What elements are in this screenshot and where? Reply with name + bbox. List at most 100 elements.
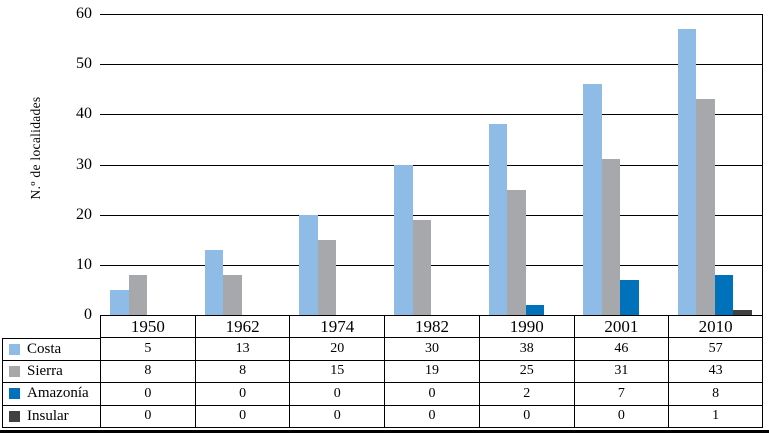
value-cell-costa-1982: 30 [384,338,479,361]
bar-cluster-1990 [488,14,563,315]
legend-swatch-amazonía [9,388,20,400]
bar-cluster-2001 [583,14,657,315]
y-tick-label-40: 40 [76,105,92,123]
bar-slot [128,14,148,315]
bar-slot [450,14,469,315]
value-cell-costa-2001: 46 [573,338,669,361]
bar-amazonía-2010 [714,274,734,315]
value-cell-amazonía-1974: 0 [289,383,385,406]
legend-cell-costa: Costa [2,338,100,361]
bar-slot [431,14,450,315]
value-cell-sierra-2010: 43 [668,360,763,383]
year-header-1990: 1990 [478,315,574,338]
bar-slot [544,14,563,315]
y-tick-label-60: 60 [76,5,92,22]
value-cell-insular-1962: 0 [194,405,290,428]
bar-costa-1982 [394,164,413,315]
gridline-40 [100,114,762,116]
value-cell-insular-1990: 0 [478,405,574,428]
bar-slot [110,14,129,315]
bar-cluster-1974 [299,14,373,315]
bar-slot [355,14,374,315]
value-cell-amazonía-2010: 8 [668,383,763,406]
value-cell-costa-2010: 57 [668,338,763,361]
bar-slot [714,14,734,315]
bar-slot [620,14,639,315]
category-column-1982 [384,14,479,315]
bar-sierra-1990 [507,189,526,315]
value-cell-insular-1950: 0 [100,405,195,428]
bar-slot [507,14,526,315]
y-tick-label-0: 0 [84,306,92,323]
bar-sierra-1974 [317,239,337,315]
legend-cell-sierra: Sierra [2,360,100,383]
category-column-2001 [573,14,668,315]
bar-costa-2001 [583,84,602,315]
figure-bottom-rule [0,430,769,433]
bar-slot [488,14,508,315]
value-cell-costa-1950: 5 [100,338,195,361]
gridline-20 [100,214,762,216]
gridline-30 [100,164,762,166]
legend-swatch-costa [9,343,20,355]
gridline-50 [100,64,762,66]
category-column-2010 [667,14,762,315]
year-header-1962: 1962 [194,315,290,338]
bar-sierra-1982 [412,219,432,315]
bar-slot [242,14,261,315]
value-cell-insular-1974: 0 [289,405,385,428]
bar-slot [525,14,545,315]
legend-swatch-sierra [9,365,20,377]
plot-area [100,14,763,315]
value-cell-amazonía-1982: 0 [384,383,479,406]
bar-insular-2010 [733,309,752,315]
bar-costa-1950 [110,289,129,315]
value-cell-insular-2010: 1 [668,405,763,428]
year-header-2010: 2010 [668,315,763,338]
data-table: 1950 1962 1974 1982 1990 2001 2010 Costa 5 13 20 30… [2,315,763,428]
bar-cluster-1950 [110,14,184,315]
legend-cell-amazonía: Amazonía [2,383,100,406]
y-axis-title: N.º de localidades [28,96,43,200]
bar-slot [412,14,432,315]
bar-slot [696,14,715,315]
table-corner-cell [2,315,100,338]
bar-slot [260,14,279,315]
value-cell-costa-1974: 20 [289,338,385,361]
category-column-1974 [289,14,384,315]
bar-amazonía-1990 [525,304,545,315]
legend-label-insular: Insular [27,407,69,424]
y-tick-label-50: 50 [76,55,92,73]
value-cell-amazonía-1950: 0 [100,383,195,406]
value-cell-amazonía-2001: 7 [573,383,669,406]
year-header-1982: 1982 [384,315,479,338]
bar-sierra-1962 [223,274,242,315]
bar-costa-1962 [204,249,224,315]
legend-label-costa: Costa [27,340,62,357]
bar-slot [733,14,752,315]
year-header-2001: 2001 [573,315,669,338]
legend-cell-insular: Insular [2,405,100,428]
legend-label-sierra: Sierra [27,362,63,379]
bar-cluster-1962 [204,14,279,315]
category-column-1950 [100,14,195,315]
bar-amazonía-2001 [620,279,639,315]
y-tick-label-20: 20 [76,205,92,223]
bar-slot [204,14,224,315]
bar-slot [394,14,413,315]
value-cell-amazonía-1990: 2 [478,383,574,406]
gridline-60 [100,14,762,15]
value-cell-insular-1982: 0 [384,405,479,428]
value-cell-sierra-1962: 8 [194,360,290,383]
value-cell-sierra-2001: 31 [573,360,669,383]
value-cell-amazonía-1962: 0 [194,383,290,406]
legend-label-amazonía: Amazonía [27,385,89,402]
bar-slot [601,14,621,315]
value-cell-costa-1990: 38 [478,338,574,361]
value-cell-sierra-1982: 19 [384,360,479,383]
bar-slot [299,14,318,315]
bar-sierra-2010 [696,99,715,315]
bar-sierra-1950 [128,274,148,315]
category-column-1990 [478,14,573,315]
